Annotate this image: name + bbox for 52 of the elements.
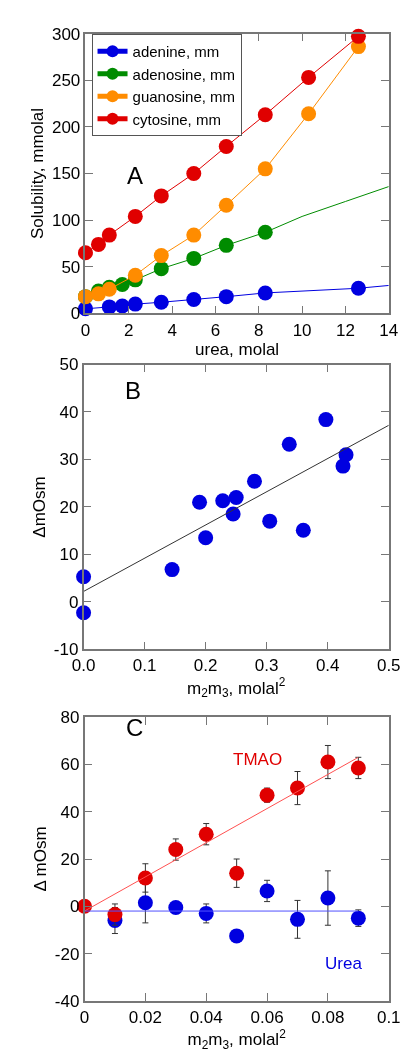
- y-tick-label: 50: [59, 355, 79, 375]
- series-label: TMAO: [233, 750, 283, 769]
- y-tick-label: 20: [59, 497, 79, 517]
- y-tick-label: 20: [60, 849, 80, 869]
- x-tick-label: 0.3: [254, 656, 279, 676]
- annotation: B: [125, 377, 142, 404]
- legend-label: cytosine, mm: [132, 110, 221, 128]
- x-tick-label: 8: [254, 320, 264, 340]
- x-tick-label: 0.04: [189, 1008, 223, 1028]
- y-tick-label: -40: [54, 991, 80, 1011]
- y-tick-label: 200: [51, 117, 81, 137]
- y-tick-label: 50: [61, 257, 81, 277]
- x-tick-label: 0.02: [128, 1008, 162, 1028]
- y-axis-title: ΔmOsm: [29, 476, 49, 538]
- x-axis-title: m$_{2}$m$_{3}$, molal$^{2}$: [187, 675, 286, 701]
- annotation: A: [127, 162, 144, 189]
- y-tick-label: 10: [59, 545, 79, 565]
- x-axis-title: urea, molal: [195, 339, 280, 359]
- y-tick-label: 40: [59, 402, 79, 422]
- y-tick-label: 0: [69, 897, 80, 917]
- x-tick-label: 0.5: [376, 656, 401, 676]
- y-tick-label: 30: [59, 450, 79, 470]
- legend-label: guanosine, mm: [132, 88, 236, 106]
- y-tick-label: 150: [51, 164, 81, 184]
- legend-label: adenosine, mm: [132, 65, 236, 83]
- x-tick-label: 0.06: [250, 1008, 284, 1028]
- x-tick-label: 0.1: [132, 656, 157, 676]
- x-tick-label: 10: [292, 320, 312, 340]
- x-tick-label: 12: [335, 320, 355, 340]
- x-axis-title: m$_{2}$m$_{3}$, molal$^{2}$: [187, 1027, 287, 1052]
- y-tick-label: 100: [51, 211, 81, 231]
- y-axis-title: Δ mOsm: [30, 826, 50, 892]
- x-tick-label: 2: [124, 320, 134, 340]
- x-tick-label: 0.2: [193, 656, 218, 676]
- y-tick-label: 40: [60, 802, 80, 822]
- y-tick-label: 80: [60, 708, 80, 728]
- y-tick-label: 250: [51, 71, 81, 91]
- y-tick-label: 60: [60, 755, 80, 775]
- series-label: Urea: [325, 954, 363, 973]
- y-tick-label: 0: [68, 592, 79, 612]
- x-tick-label: 0.4: [315, 656, 340, 676]
- legend-label: adenine, mm: [132, 43, 220, 61]
- annotation: C: [126, 714, 144, 741]
- y-tick-label: -20: [54, 944, 80, 964]
- x-tick-label: 6: [210, 320, 221, 340]
- x-tick-label: 14: [379, 320, 399, 340]
- x-tick-label: 4: [167, 320, 177, 340]
- y-axis-title: Solubility, mmolal: [27, 108, 47, 240]
- x-tick-label: 0.08: [311, 1008, 345, 1028]
- y-tick-label: 300: [51, 24, 81, 44]
- y-tick-label: 0: [70, 304, 81, 324]
- x-tick-label: 0.1: [376, 1008, 401, 1028]
